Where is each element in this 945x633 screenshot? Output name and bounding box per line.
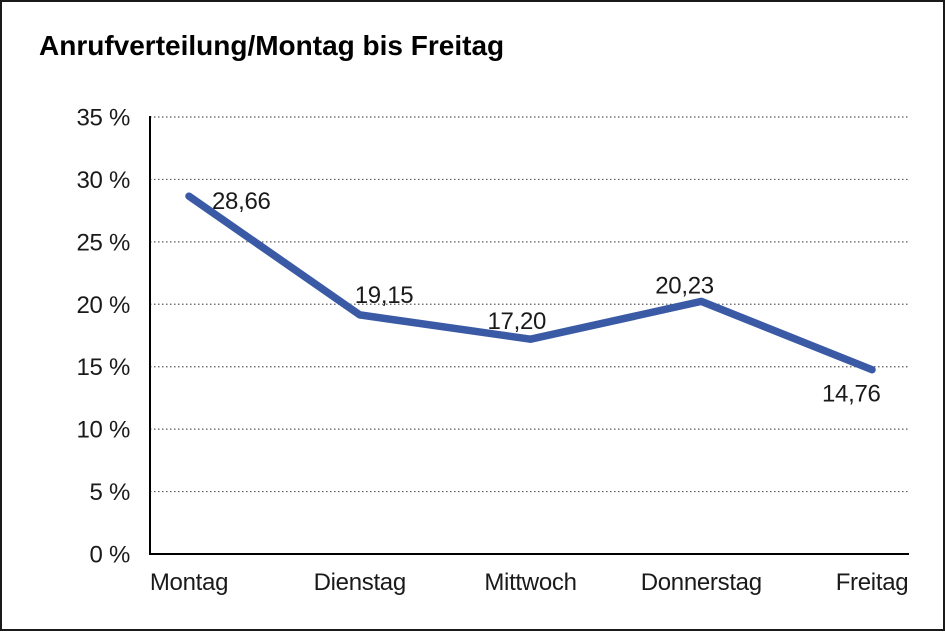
data-point-label: 28,66 — [212, 188, 271, 215]
data-point-label: 19,15 — [355, 282, 414, 309]
y-tick-label: 35 % — [76, 105, 130, 132]
data-point-label: 14,76 — [822, 381, 881, 408]
y-tick-label: 0 % — [90, 542, 130, 569]
y-tick-label: 10 % — [76, 417, 130, 444]
y-tick-label: 5 % — [90, 479, 130, 506]
x-category-label: Mittwoch — [484, 569, 576, 596]
y-tick-label: 30 % — [76, 167, 130, 194]
x-category-label: Donnerstag — [641, 569, 762, 596]
chart-title: Anrufverteilung/Montag bis Freitag — [39, 30, 505, 61]
y-tick-label: 20 % — [76, 292, 130, 319]
data-series-line — [185, 192, 876, 374]
data-point-label: 20,23 — [655, 272, 714, 299]
y-tick-label: 15 % — [76, 354, 130, 381]
x-category-label: Freitag — [836, 569, 909, 596]
data-point-label: 17,20 — [488, 308, 547, 335]
x-category-label: Montag — [150, 569, 228, 596]
x-category-label: Dienstag — [314, 569, 406, 596]
y-tick-label: 25 % — [76, 229, 130, 256]
